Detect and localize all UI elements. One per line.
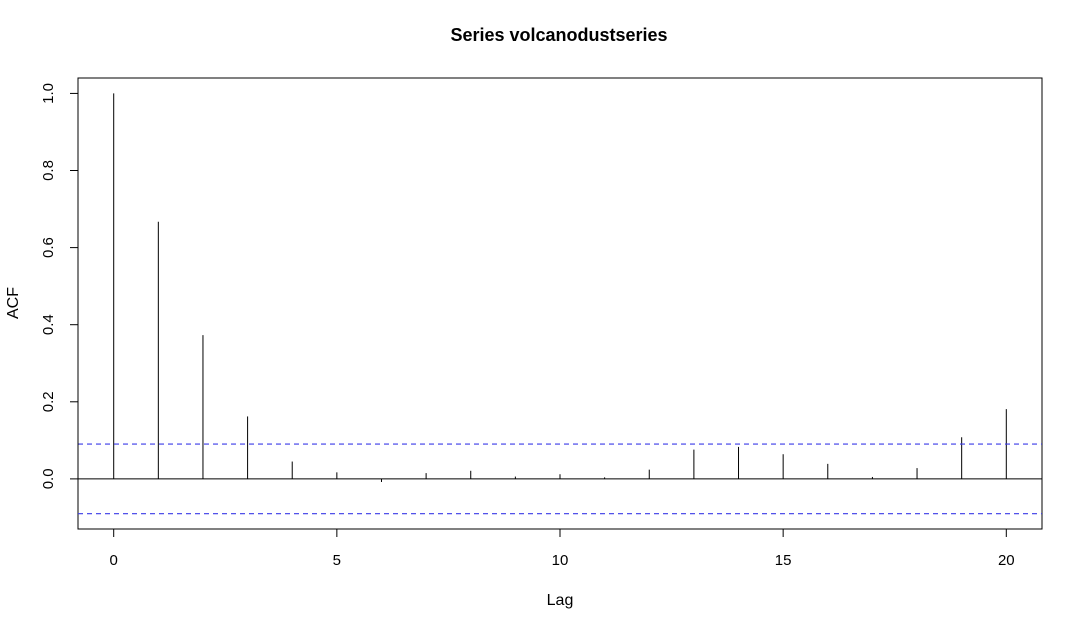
y-axis-label: ACF bbox=[5, 287, 22, 319]
y-tick-label-5: 1.0 bbox=[40, 83, 57, 104]
x-tick-label-0: 0 bbox=[110, 552, 118, 569]
chart-title: Series volcanodustseries bbox=[450, 25, 667, 45]
y-tick-label-1: 0.2 bbox=[40, 391, 57, 412]
y-tick-label-4: 0.8 bbox=[40, 160, 57, 181]
x-tick-label-10: 10 bbox=[552, 552, 569, 569]
x-tick-label-15: 15 bbox=[775, 552, 792, 569]
y-tick-label-0: 0.0 bbox=[40, 468, 57, 489]
y-axis: 0.0 0.2 0.4 0.6 0.8 1.0 bbox=[40, 83, 79, 489]
y-tick-label-2: 0.4 bbox=[40, 314, 57, 335]
reference-lines bbox=[78, 443, 1042, 515]
plot-frame bbox=[77, 77, 1043, 530]
x-tick-label-5: 5 bbox=[333, 552, 341, 569]
x-axis-label: Lag bbox=[547, 592, 574, 609]
x-tick-label-20: 20 bbox=[998, 552, 1015, 569]
acf-bars bbox=[113, 93, 1007, 482]
y-tick-label-3: 0.6 bbox=[40, 237, 57, 258]
x-axis: 0 5 10 15 20 bbox=[110, 528, 1015, 569]
